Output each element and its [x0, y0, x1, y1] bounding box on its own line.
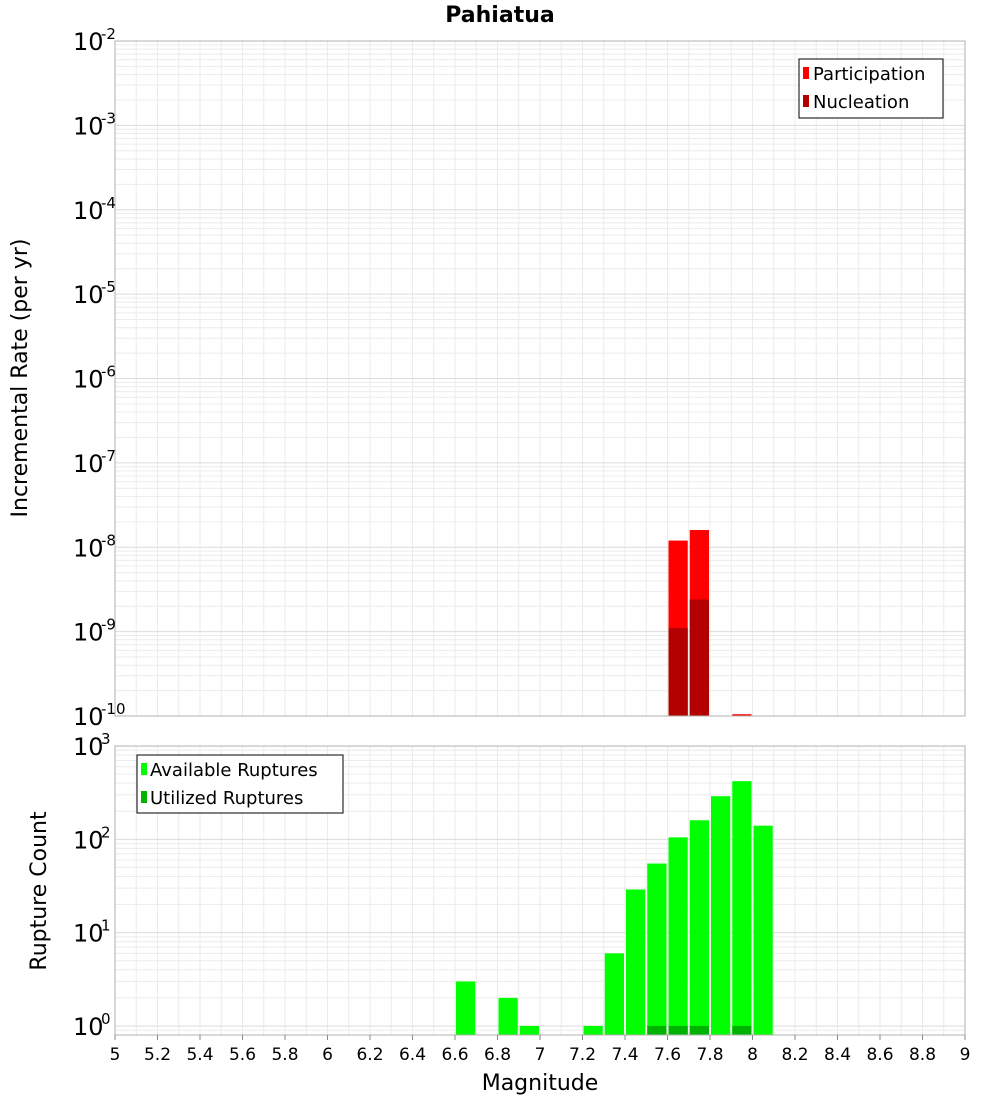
- x-tick-label: 6.8: [484, 1045, 511, 1065]
- rate-panel-y-axis-label: Incremental Rate (per yr): [8, 239, 33, 518]
- rate-panel-bars: [668, 530, 752, 716]
- y-tick-label: 10: [73, 281, 104, 309]
- x-tick-label: 7: [535, 1045, 546, 1065]
- bar-available-ruptures: [456, 981, 476, 1035]
- x-tick-label: 8.2: [781, 1045, 808, 1065]
- x-tick-label: 6.6: [441, 1045, 468, 1065]
- x-tick-label: 8.4: [824, 1045, 851, 1065]
- legend-label-available-ruptures: Available Ruptures: [150, 760, 318, 781]
- y-tick-exponent: -7: [101, 447, 116, 465]
- rate-panel-legend: Participation Nucleation: [798, 58, 944, 119]
- bar-participation: [732, 714, 752, 716]
- x-tick-label: 5.4: [186, 1045, 213, 1065]
- legend-swatch-nucleation: [803, 95, 809, 107]
- y-tick-exponent: -2: [101, 25, 116, 43]
- bar-nucleation: [689, 599, 709, 716]
- bar-nucleation: [668, 628, 688, 716]
- x-tick-label: 5.8: [271, 1045, 298, 1065]
- legend-label-participation: Participation: [813, 64, 925, 85]
- y-tick-label: 10: [73, 28, 104, 56]
- y-tick-exponent: 3: [101, 730, 111, 748]
- x-tick-label: 5.6: [229, 1045, 256, 1065]
- x-tick-label: 7.8: [696, 1045, 723, 1065]
- legend-label-nucleation: Nucleation: [813, 92, 909, 113]
- y-tick-label: 10: [73, 703, 104, 731]
- legend-box: [136, 754, 344, 814]
- y-tick-label: 10: [73, 534, 104, 562]
- bar-available-ruptures: [711, 796, 731, 1035]
- y-tick-exponent: 1: [101, 917, 111, 935]
- x-tick-label: 8.8: [909, 1045, 936, 1065]
- bar-available-ruptures: [604, 953, 624, 1035]
- y-tick-exponent: 2: [101, 823, 111, 841]
- rupture-panel-y-axis-label: Rupture Count: [27, 811, 52, 971]
- bar-available-ruptures: [753, 825, 773, 1035]
- x-tick-label: 6: [322, 1045, 333, 1065]
- y-tick-exponent: -5: [101, 278, 116, 296]
- rupture-panel-legend: Available Ruptures Utilized Ruptures: [136, 754, 344, 814]
- y-tick-exponent: 0: [101, 1010, 111, 1028]
- y-tick-label: 10: [73, 366, 104, 394]
- rate-panel-frame: [114, 40, 966, 717]
- y-tick-label: 10: [73, 826, 104, 854]
- x-tick-label: 5: [110, 1045, 121, 1065]
- bar-available-ruptures: [626, 889, 646, 1035]
- bar-utilized-ruptures: [647, 1025, 667, 1035]
- y-tick-label: 10: [73, 450, 104, 478]
- x-tick-label: 6.2: [356, 1045, 383, 1065]
- x-tick-label: 7.2: [569, 1045, 596, 1065]
- y-tick-exponent: -10: [101, 700, 126, 718]
- y-tick-label: 10: [73, 733, 104, 761]
- x-tick-label: 8.6: [866, 1045, 893, 1065]
- x-tick-label: 7.4: [611, 1045, 638, 1065]
- rate-panel-grid: [114, 40, 966, 717]
- legend-label-utilized-ruptures: Utilized Ruptures: [150, 788, 303, 809]
- bar-utilized-ruptures: [668, 1025, 688, 1035]
- legend-swatch-available-ruptures: [141, 763, 147, 775]
- x-tick-label: 6.4: [399, 1045, 426, 1065]
- x-tick-label: 8: [747, 1045, 758, 1065]
- x-tick-label: 5.2: [144, 1045, 171, 1065]
- rupture-panel-bars: [456, 781, 773, 1035]
- chart-title: Pahiatua: [445, 3, 554, 28]
- y-tick-label: 10: [73, 112, 104, 140]
- y-tick-exponent: -6: [101, 363, 116, 381]
- legend-swatch-participation: [803, 67, 809, 79]
- legend-swatch-utilized-ruptures: [141, 791, 147, 803]
- y-tick-exponent: -3: [101, 109, 116, 127]
- bar-available-ruptures: [498, 997, 518, 1035]
- bar-available-ruptures: [647, 863, 667, 1035]
- y-tick-label: 10: [73, 619, 104, 647]
- y-tick-exponent: -4: [101, 194, 116, 212]
- y-tick-exponent: -8: [101, 531, 116, 549]
- x-tick-label: 9: [960, 1045, 971, 1065]
- bar-utilized-ruptures: [689, 1025, 709, 1035]
- x-axis-ticks: 5 5.2 5.4 5.6 5.8 6 6.2 6.4 6.6 6.8 7 7.2 7.4 7.6 7.8 8…: [110, 1035, 971, 1065]
- y-tick-label: 10: [73, 197, 104, 225]
- legend-box: [798, 58, 944, 119]
- y-tick-label: 10: [73, 920, 104, 948]
- bar-available-ruptures: [668, 837, 688, 1035]
- bar-available-ruptures: [689, 820, 709, 1035]
- bar-available-ruptures: [519, 1025, 539, 1035]
- x-tick-label: 7.6: [654, 1045, 681, 1065]
- y-tick-label: 10: [73, 1013, 104, 1041]
- bar-available-ruptures: [583, 1025, 603, 1035]
- y-tick-exponent: -9: [101, 616, 116, 634]
- bar-utilized-ruptures: [732, 1025, 752, 1035]
- x-axis-label: Magnitude: [482, 1071, 599, 1096]
- bar-available-ruptures: [732, 781, 752, 1035]
